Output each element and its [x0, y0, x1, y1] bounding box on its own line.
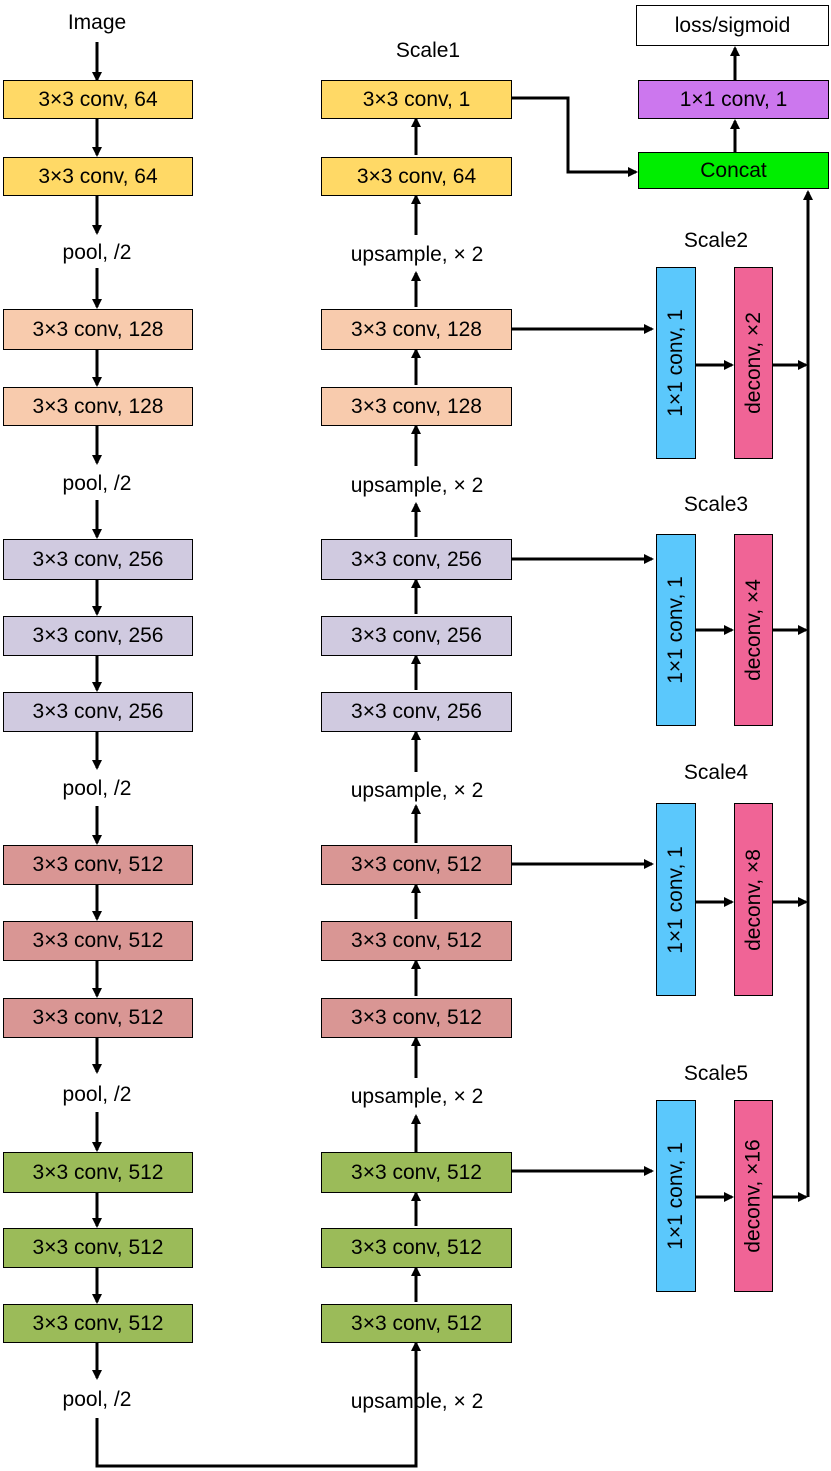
- encoder-conv4-3: 3×3 conv, 512: [3, 998, 193, 1038]
- side4-deconv: deconv, ×8: [734, 803, 773, 996]
- pool-label: pool, /2: [62, 1083, 132, 1106]
- pool-label: pool, /2: [62, 472, 132, 495]
- upsample-label: upsample, × 2: [350, 779, 484, 802]
- encoder-conv2-1: 3×3 conv, 128: [3, 309, 193, 350]
- encoder-conv4-1: 3×3 conv, 512: [3, 845, 193, 885]
- side5-deconv-label: deconv, ×16: [741, 1139, 765, 1253]
- scale1-label: Scale1: [395, 39, 461, 62]
- decoder-scale4-conv1: 3×3 conv, 512: [321, 998, 512, 1038]
- side3-deconv-label: deconv, ×4: [741, 579, 765, 681]
- encoder-conv3-1: 3×3 conv, 256: [3, 539, 193, 580]
- decoder-scale3-out: 3×3 conv, 256: [321, 539, 512, 580]
- side4-conv: 1×1 conv, 1: [656, 803, 696, 996]
- encoder-conv5-1: 3×3 conv, 512: [3, 1152, 193, 1193]
- scale4-label: Scale4: [683, 761, 749, 784]
- pool-label: pool, /2: [62, 777, 132, 800]
- decoder-scale3-conv1: 3×3 conv, 256: [321, 692, 512, 732]
- encoder-conv5-3: 3×3 conv, 512: [3, 1304, 193, 1343]
- encoder-conv3-2: 3×3 conv, 256: [3, 616, 193, 656]
- side2-conv-label: 1×1 conv, 1: [664, 309, 688, 417]
- side4-deconv-label: deconv, ×8: [741, 848, 765, 951]
- decoder-scale4-conv2: 3×3 conv, 512: [321, 921, 512, 961]
- concat-box: Concat: [638, 152, 829, 189]
- side5-conv-label: 1×1 conv, 1: [664, 1142, 688, 1250]
- decoder-scale5-out: 3×3 conv, 512: [321, 1152, 512, 1193]
- decoder-scale2-conv: 3×3 conv, 128: [321, 387, 512, 426]
- fusion-conv-box: 1×1 conv, 1: [638, 80, 829, 119]
- loss-sigmoid-box: loss/sigmoid: [636, 5, 829, 46]
- decoder-scale2-out: 3×3 conv, 128: [321, 309, 512, 350]
- encoder-conv4-2: 3×3 conv, 512: [3, 921, 193, 961]
- side5-conv: 1×1 conv, 1: [656, 1100, 696, 1292]
- scale1-connector: [512, 96, 638, 177]
- side2-deconv: deconv, ×2: [734, 267, 773, 459]
- side5-deconv: deconv, ×16: [734, 1100, 773, 1292]
- decoder-scale3-conv2: 3×3 conv, 256: [321, 616, 512, 656]
- encoder-conv3-3: 3×3 conv, 256: [3, 692, 193, 732]
- scale3-label: Scale3: [683, 493, 749, 516]
- side2-conv: 1×1 conv, 1: [656, 267, 696, 459]
- decoder-scale1-conv: 3×3 conv, 64: [321, 157, 512, 196]
- decoder-scale5-conv2: 3×3 conv, 512: [321, 1228, 512, 1268]
- decoder-scale4-out: 3×3 conv, 512: [321, 845, 512, 885]
- side3-deconv: deconv, ×4: [734, 534, 773, 726]
- scale2-label: Scale2: [683, 229, 749, 252]
- upsample-label: upsample, × 2: [350, 1085, 484, 1108]
- encoder-conv5-2: 3×3 conv, 512: [3, 1228, 193, 1268]
- upsample-label: upsample, × 2: [350, 1390, 484, 1413]
- pool-label: pool, /2: [62, 1388, 132, 1411]
- upsample-label: upsample, × 2: [350, 474, 484, 497]
- encoder-conv2-2: 3×3 conv, 128: [3, 387, 193, 426]
- side3-conv-label: 1×1 conv, 1: [664, 576, 688, 684]
- encoder-conv1-2: 3×3 conv, 64: [3, 157, 193, 196]
- encoder-conv1-1: 3×3 conv, 64: [3, 80, 193, 119]
- side2-deconv-label: deconv, ×2: [741, 312, 765, 414]
- upsample-label: upsample, × 2: [350, 243, 484, 266]
- bottom-connector: [95, 1416, 418, 1468]
- pool-label: pool, /2: [62, 241, 132, 264]
- side3-conv: 1×1 conv, 1: [656, 534, 696, 726]
- decoder-scale1-out: 3×3 conv, 1: [321, 80, 512, 119]
- scale5-label: Scale5: [683, 1062, 749, 1085]
- image-label: Image: [67, 11, 127, 34]
- decoder-scale5-conv1: 3×3 conv, 512: [321, 1304, 512, 1343]
- side4-conv-label: 1×1 conv, 1: [664, 845, 688, 954]
